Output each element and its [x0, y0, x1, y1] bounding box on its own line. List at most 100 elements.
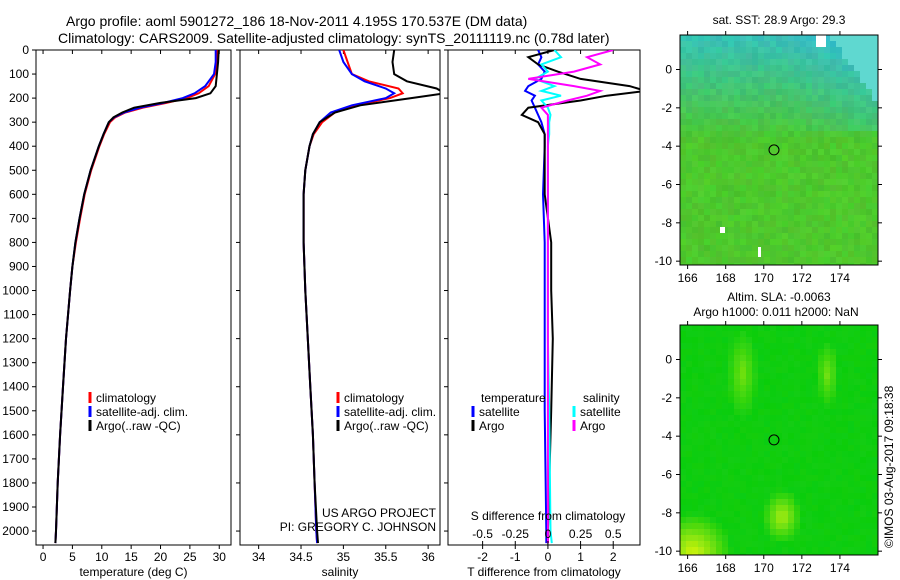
map-cell	[866, 541, 872, 547]
map-cell	[722, 167, 728, 173]
map-cell	[698, 257, 704, 263]
map-cell	[686, 325, 692, 331]
map-cell	[764, 83, 770, 89]
map-cell	[752, 481, 758, 487]
map-cell	[818, 415, 824, 421]
map-cell	[860, 71, 866, 77]
map-cell	[860, 77, 866, 83]
map-cell	[752, 155, 758, 161]
lat-tick-label: -4	[661, 429, 672, 443]
x-tick-label: 1	[577, 550, 584, 564]
map-cell	[710, 475, 716, 481]
project-credit: US ARGO PROJECT	[322, 506, 437, 520]
map-cell	[800, 547, 806, 553]
map-cell	[680, 137, 686, 143]
map-cell	[746, 421, 752, 427]
map-cell	[788, 529, 794, 535]
map-cell	[692, 245, 698, 251]
map-cell	[800, 245, 806, 251]
map-cell	[806, 541, 812, 547]
map-cell	[776, 325, 782, 331]
map-cell	[872, 421, 878, 427]
map-cell	[842, 517, 848, 523]
map-cell	[710, 505, 716, 511]
map-cell	[734, 385, 740, 391]
map-cell	[704, 481, 710, 487]
map-cell	[860, 179, 866, 185]
x-tick-label: 25	[183, 550, 197, 564]
map-cell	[866, 433, 872, 439]
map-cell	[836, 427, 842, 433]
map-cell	[860, 367, 866, 373]
map-cell	[698, 397, 704, 403]
map-cell	[734, 245, 740, 251]
map-cell	[854, 523, 860, 529]
map-cell	[866, 77, 872, 83]
map-cell	[860, 53, 866, 59]
map-cell	[824, 209, 830, 215]
map-cell	[872, 505, 878, 511]
map-cell	[770, 445, 776, 451]
map-cell	[770, 167, 776, 173]
map-cell	[698, 481, 704, 487]
map-cell	[770, 373, 776, 379]
map-cell	[758, 83, 764, 89]
map-cell	[848, 47, 854, 53]
map-cell	[806, 505, 812, 511]
y-tick-label: 900	[9, 259, 29, 273]
map-cell	[812, 391, 818, 397]
map-cell	[686, 553, 692, 555]
map-cell	[782, 385, 788, 391]
map-cell	[830, 65, 836, 71]
map-cell	[818, 481, 824, 487]
map-cell	[746, 209, 752, 215]
map-cell	[698, 517, 704, 523]
map-cell	[860, 337, 866, 343]
map-cell	[734, 415, 740, 421]
map-cell	[842, 427, 848, 433]
map-cell	[770, 361, 776, 367]
map-cell	[812, 35, 818, 41]
map-cell	[854, 65, 860, 71]
map-cell	[734, 137, 740, 143]
map-cell	[824, 35, 830, 41]
map-cell	[758, 517, 764, 523]
map-cell	[746, 481, 752, 487]
map-cell	[842, 179, 848, 185]
map-cell	[818, 77, 824, 83]
map-cell	[830, 505, 836, 511]
map-cell	[746, 409, 752, 415]
map-cell	[740, 203, 746, 209]
map-cell	[842, 379, 848, 385]
map-cell	[848, 185, 854, 191]
map-cell	[854, 451, 860, 457]
map-cell	[734, 541, 740, 547]
map-cell	[722, 53, 728, 59]
map-cell	[758, 41, 764, 47]
map-cell	[800, 143, 806, 149]
map-cell	[770, 457, 776, 463]
map-cell	[836, 523, 842, 529]
map-cell	[728, 463, 734, 469]
map-cell	[860, 209, 866, 215]
map-cell	[740, 499, 746, 505]
map-cell	[782, 179, 788, 185]
map-cell	[848, 209, 854, 215]
map-cell	[842, 77, 848, 83]
map-cell	[704, 487, 710, 493]
map-cell	[680, 161, 686, 167]
map-cell	[806, 523, 812, 529]
map-cell	[830, 391, 836, 397]
map-cell	[800, 77, 806, 83]
map-cell	[746, 161, 752, 167]
map-cell	[788, 385, 794, 391]
map-cell	[686, 71, 692, 77]
map-cell	[782, 541, 788, 547]
map-cell	[722, 173, 728, 179]
map-cell	[854, 203, 860, 209]
x-tick-label: 0	[545, 550, 552, 564]
map-cell	[830, 553, 836, 555]
map-cell	[824, 185, 830, 191]
map-cell	[788, 245, 794, 251]
map-cell	[680, 71, 686, 77]
